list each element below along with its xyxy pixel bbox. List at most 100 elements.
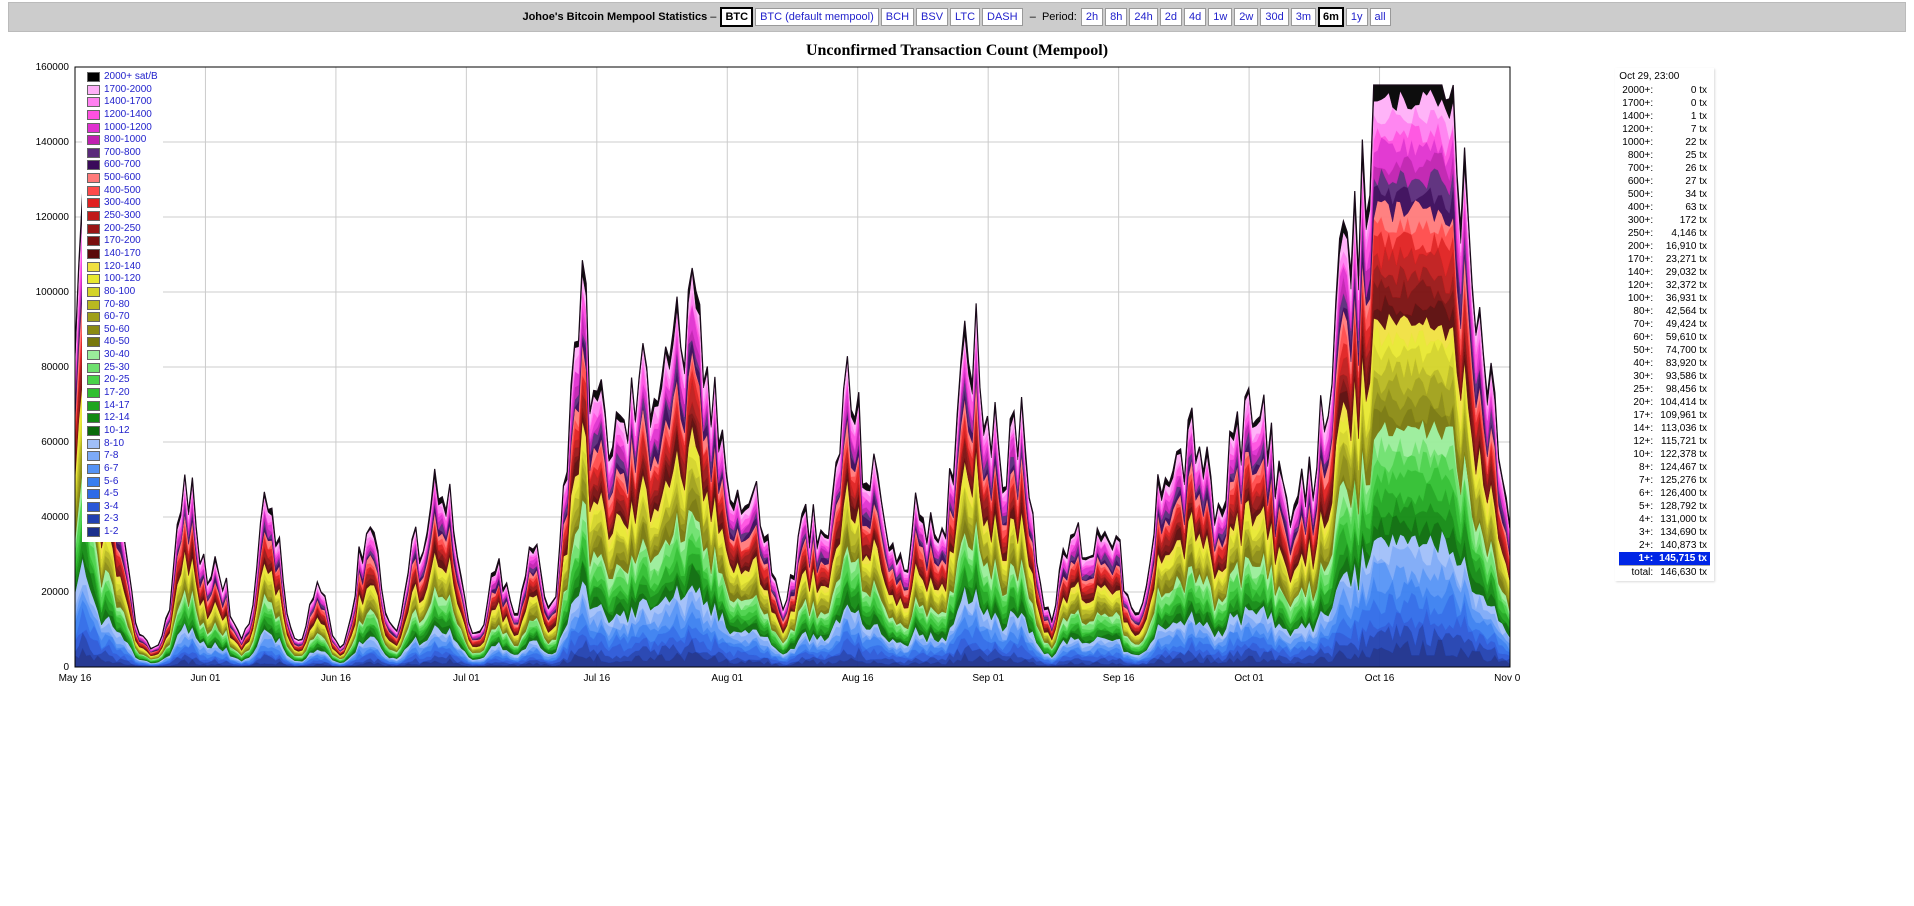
legend-row-12-14[interactable]: 12-14 (87, 412, 158, 425)
legend-swatch (87, 224, 100, 234)
legend-swatch (87, 477, 100, 487)
coin-btn-btc-(default-mempool)[interactable]: BTC (default mempool) (755, 8, 879, 26)
legend-row-120-140[interactable]: 120-140 (87, 261, 158, 274)
legend-row-1-2[interactable]: 1-2 (87, 526, 158, 539)
period-btn-2d[interactable]: 2d (1160, 8, 1182, 26)
legend-swatch (87, 135, 100, 145)
coin-btn-dash[interactable]: DASH (982, 8, 1023, 26)
legend-row-30-40[interactable]: 30-40 (87, 349, 158, 362)
legend-label: 1400-1700 (104, 96, 152, 107)
legend-row-250-300[interactable]: 250-300 (87, 210, 158, 223)
tooltip-row: 2000+:0 tx (1619, 84, 1710, 97)
tooltip-total-row: total:146,630 tx (1619, 566, 1710, 580)
legend-row-170-200[interactable]: 170-200 (87, 235, 158, 248)
tooltip-row: 20+:104,414 tx (1619, 396, 1710, 409)
legend-swatch (87, 426, 100, 436)
chart-title: Unconfirmed Transaction Count (Mempool) (0, 42, 1914, 60)
legend-swatch (87, 186, 100, 196)
tooltip-row: 4+:131,000 tx (1619, 513, 1710, 526)
legend-label: 25-30 (104, 362, 130, 373)
legend-row-6-7[interactable]: 6-7 (87, 463, 158, 476)
legend-row-1400-1700[interactable]: 1400-1700 (87, 96, 158, 109)
svg-text:May 16: May 16 (59, 673, 92, 684)
legend-row-600-700[interactable]: 600-700 (87, 159, 158, 172)
legend-swatch (87, 401, 100, 411)
legend-row-500-600[interactable]: 500-600 (87, 172, 158, 185)
legend-row-2-3[interactable]: 2-3 (87, 513, 158, 526)
period-btn-1w[interactable]: 1w (1208, 8, 1232, 26)
legend-row-60-70[interactable]: 60-70 (87, 311, 158, 324)
legend-row-1700-2000[interactable]: 1700-2000 (87, 84, 158, 97)
tooltip-row: 70+:49,424 tx (1619, 318, 1710, 331)
svg-text:60000: 60000 (41, 437, 69, 448)
tooltip-row: 14+:113,036 tx (1619, 422, 1710, 435)
legend-row-14-17[interactable]: 14-17 (87, 400, 158, 413)
period-btn-8h[interactable]: 8h (1105, 8, 1127, 26)
tooltip-row: 250+:4,146 tx (1619, 227, 1710, 240)
coin-btn-btc[interactable]: BTC (720, 7, 753, 27)
legend-row-800-1000[interactable]: 800-1000 (87, 134, 158, 147)
period-btn-6m[interactable]: 6m (1318, 7, 1344, 27)
coin-btn-bsv[interactable]: BSV (916, 8, 948, 26)
legend-label: 170-200 (104, 235, 141, 246)
legend-swatch (87, 375, 100, 385)
period-btn-2h[interactable]: 2h (1081, 8, 1103, 26)
legend-row-1200-1400[interactable]: 1200-1400 (87, 109, 158, 122)
legend-row-5-6[interactable]: 5-6 (87, 476, 158, 489)
legend-swatch (87, 300, 100, 310)
legend-row-3-4[interactable]: 3-4 (87, 501, 158, 514)
legend-row-20-25[interactable]: 20-25 (87, 374, 158, 387)
period-btn-4d[interactable]: 4d (1184, 8, 1206, 26)
legend-label: 700-800 (104, 147, 141, 158)
tooltip-row: 100+:36,931 tx (1619, 292, 1710, 305)
tooltip-row: 7+:125,276 tx (1619, 474, 1710, 487)
legend-label: 200-250 (104, 223, 141, 234)
legend-row-400-500[interactable]: 400-500 (87, 185, 158, 198)
svg-text:Oct 01: Oct 01 (1234, 673, 1264, 684)
legend-swatch (87, 262, 100, 272)
legend-row-25-30[interactable]: 25-30 (87, 362, 158, 375)
legend-row-2000+ sat/B[interactable]: 2000+ sat/B (87, 71, 158, 84)
period-btn-2w[interactable]: 2w (1234, 8, 1258, 26)
legend-label: 6-7 (104, 463, 118, 474)
legend-row-700-800[interactable]: 700-800 (87, 147, 158, 160)
coin-btn-ltc[interactable]: LTC (950, 8, 980, 26)
legend-label: 400-500 (104, 185, 141, 196)
legend-row-10-12[interactable]: 10-12 (87, 425, 158, 438)
sep: – (1027, 11, 1039, 23)
coin-btn-bch[interactable]: BCH (881, 8, 914, 26)
legend-row-140-170[interactable]: 140-170 (87, 248, 158, 261)
legend-row-7-8[interactable]: 7-8 (87, 450, 158, 463)
period-btn-3m[interactable]: 3m (1291, 8, 1316, 26)
legend-label: 14-17 (104, 400, 130, 411)
legend-row-17-20[interactable]: 17-20 (87, 387, 158, 400)
period-btn-24h[interactable]: 24h (1129, 8, 1157, 26)
tooltip-row: 140+:29,032 tx (1619, 266, 1710, 279)
mempool-stacked-area-chart[interactable]: 0200004000060000800001000001200001400001… (20, 62, 1520, 692)
legend-label: 3-4 (104, 501, 118, 512)
period-btn-1y[interactable]: 1y (1346, 8, 1368, 26)
legend-row-80-100[interactable]: 80-100 (87, 286, 158, 299)
legend-row-40-50[interactable]: 40-50 (87, 336, 158, 349)
legend-label: 2-3 (104, 513, 118, 524)
legend-row-50-60[interactable]: 50-60 (87, 324, 158, 337)
tooltip-row: 200+:16,910 tx (1619, 240, 1710, 253)
legend-row-100-120[interactable]: 100-120 (87, 273, 158, 286)
legend-row-300-400[interactable]: 300-400 (87, 197, 158, 210)
legend-swatch (87, 451, 100, 461)
tooltip-row: 170+:23,271 tx (1619, 253, 1710, 266)
legend-label: 10-12 (104, 425, 130, 436)
tooltip-row: 6+:126,400 tx (1619, 487, 1710, 500)
period-btn-30d[interactable]: 30d (1260, 8, 1288, 26)
legend-row-200-250[interactable]: 200-250 (87, 223, 158, 236)
legend-row-70-80[interactable]: 70-80 (87, 299, 158, 312)
legend-label: 30-40 (104, 349, 130, 360)
legend-swatch (87, 489, 100, 499)
tooltip-row: 1700+:0 tx (1619, 97, 1710, 110)
period-btn-all[interactable]: all (1370, 8, 1391, 26)
legend-row-1000-1200[interactable]: 1000-1200 (87, 122, 158, 135)
svg-text:Sep 16: Sep 16 (1103, 673, 1135, 684)
legend-row-4-5[interactable]: 4-5 (87, 488, 158, 501)
legend-swatch (87, 173, 100, 183)
legend-row-8-10[interactable]: 8-10 (87, 438, 158, 451)
